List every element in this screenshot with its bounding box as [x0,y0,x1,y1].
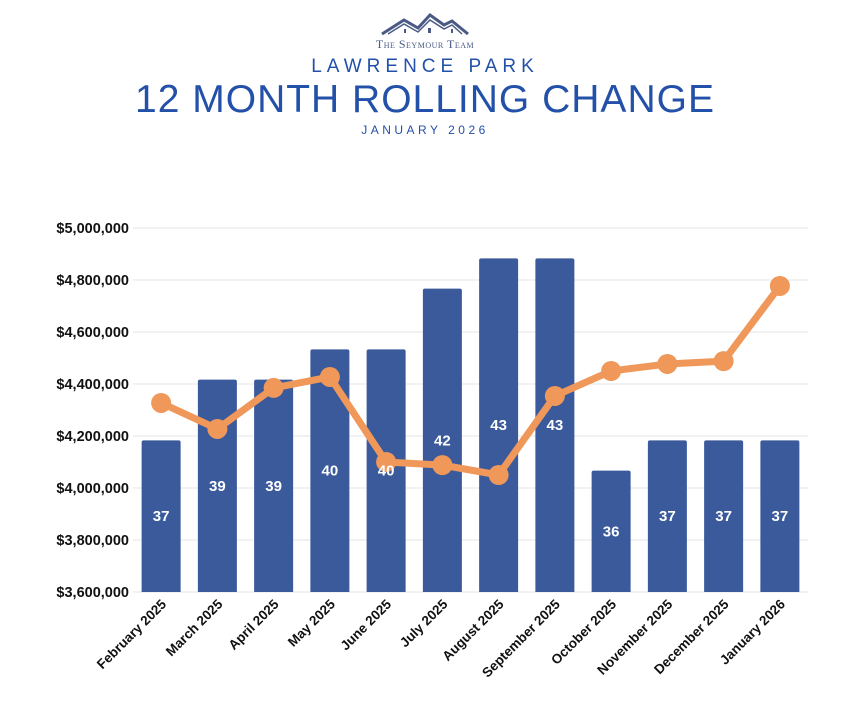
x-tick-label: May 2025 [285,596,338,649]
y-tick-label: $3,800,000 [56,533,129,549]
bar-value-label: 37 [715,508,732,525]
bar-value-label: 39 [265,478,282,495]
x-tick-label: June 2025 [337,596,394,653]
line-point [376,452,397,472]
x-tick-label: March 2025 [163,596,226,659]
bar [760,440,800,592]
line-point [657,353,678,374]
line-point [601,361,622,381]
line-point [319,366,340,387]
line-point [544,385,565,406]
bar [479,258,519,592]
x-tick-label: April 2025 [225,596,282,653]
bar [254,379,294,592]
y-tick-label: $4,000,000 [56,481,129,497]
bar [704,440,744,592]
line-point [769,275,790,296]
bar [310,349,350,592]
line-point [151,392,172,413]
bar-value-label: 36 [603,523,620,540]
y-tick-label: $4,800,000 [56,273,129,289]
house-roof-logo-icon [381,13,469,36]
brand-name: The Seymour Team [375,37,475,51]
bar [422,288,462,592]
bar-value-label: 42 [434,432,451,449]
bar-value-label: 37 [659,508,676,525]
bar-value-label: 37 [153,508,170,525]
bar [535,258,575,592]
bar-value-label: 39 [209,478,226,495]
bar-value-label: 43 [490,417,507,434]
bar [591,470,631,592]
y-tick-label: $4,600,000 [56,325,129,341]
bar-value-label: 43 [547,417,564,434]
bar [647,440,687,592]
bar [197,379,237,592]
chart-title: 12 MONTH ROLLING CHANGE [135,78,715,121]
x-tick-label: February 2025 [94,596,170,672]
line-point [263,377,284,398]
chart-date: JANUARY 2026 [361,123,489,137]
line-series [159,283,783,479]
line-point [432,455,453,476]
x-tick-label: July 2025 [397,596,451,650]
line-point [713,351,734,372]
y-tick-label: $4,400,000 [56,377,129,393]
chart-subtitle: LAWRENCE PARK [311,56,539,77]
line-point [207,418,228,439]
bar-value-label: 37 [772,508,789,525]
logo [0,12,850,43]
bar [141,440,181,592]
bar-value-label: 40 [378,463,395,480]
y-tick-label: $4,200,000 [56,429,129,445]
line-point [488,465,509,485]
bar-value-label: 40 [322,463,339,480]
y-tick-label: $3,600,000 [56,585,129,601]
y-tick-label: $5,000,000 [56,221,129,237]
